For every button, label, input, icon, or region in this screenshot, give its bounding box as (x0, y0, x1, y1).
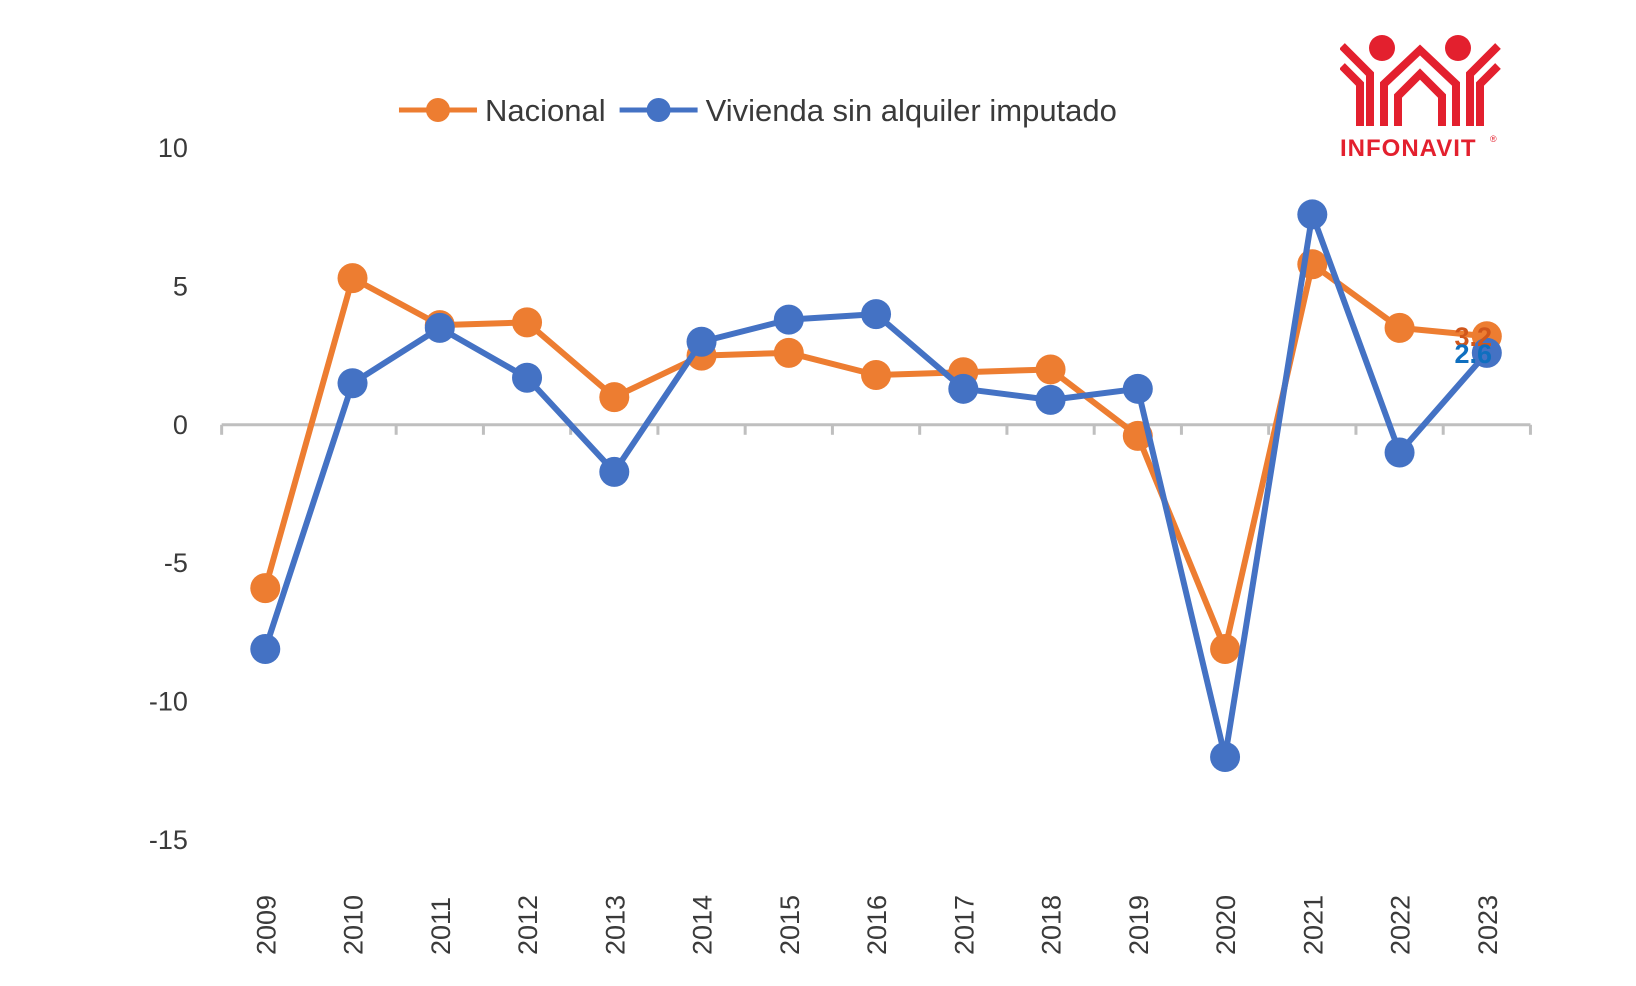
x-tick-label: 2023 (1473, 895, 1503, 955)
data-point (512, 307, 543, 338)
legend: Nacional Vivienda sin alquiler imputado (398, 93, 1117, 128)
data-point (250, 634, 281, 665)
data-point (1297, 199, 1328, 230)
y-tick-label: -15 (149, 825, 188, 855)
data-point (773, 304, 804, 335)
x-tick-label: 2012 (513, 895, 543, 955)
data-point (1210, 741, 1241, 772)
x-axis: 2009 2010 2011 2012 2013 2014 2015 2016 2017 2018… (220, 423, 1532, 955)
y-tick-label: -5 (164, 548, 188, 578)
end-value-label: 3.2 (1454, 322, 1492, 352)
x-tick-label: 2014 (688, 895, 718, 955)
data-point (773, 337, 804, 368)
x-tick-label: 2016 (862, 895, 892, 955)
y-tick-label: 10 (158, 133, 188, 163)
data-point (1122, 373, 1153, 404)
x-tick-label: 2015 (775, 895, 805, 955)
x-tick-label: 2022 (1386, 895, 1416, 955)
data-point (512, 362, 543, 393)
data-point (424, 312, 455, 343)
y-tick-label: -10 (149, 687, 188, 717)
x-tick-label: 2018 (1037, 895, 1067, 955)
data-point (599, 382, 630, 413)
y-tick-label: 0 (173, 410, 188, 440)
data-point (948, 373, 979, 404)
data-point (686, 326, 717, 357)
y-axis: 10 5 0 -5 -10 -15 (149, 133, 188, 855)
end-labels: 3.22.6 (1454, 322, 1492, 369)
logo-text: INFONAVIT (1340, 135, 1477, 162)
data-point (250, 573, 281, 604)
legend-marker-icon (646, 98, 671, 122)
infonavit-emblem-icon (1339, 35, 1501, 126)
data-point (1210, 634, 1241, 665)
x-tick-label: 2021 (1298, 895, 1328, 955)
legend-item: Nacional (398, 93, 606, 128)
infonavit-logo: INFONAVIT ® (1339, 34, 1505, 164)
data-point (861, 299, 892, 330)
x-tick-label: 2013 (600, 895, 630, 955)
legend-label: Nacional (485, 93, 606, 128)
legend-marker-icon (425, 98, 450, 122)
registered-mark: ® (1490, 134, 1497, 144)
data-point (1384, 437, 1415, 468)
data-point (1471, 337, 1502, 368)
data-point (337, 263, 368, 294)
x-tick-label: 2009 (251, 895, 281, 955)
data-point (599, 456, 630, 487)
x-tick-label: 2011 (426, 897, 456, 955)
data-point (1035, 384, 1066, 415)
x-tick-label: 2019 (1124, 895, 1154, 955)
legend-item: Vivienda sin alquiler imputado (619, 93, 1117, 128)
data-point (337, 368, 368, 399)
series-vivienda-sin-alquiler-imputado (250, 199, 1502, 772)
end-value-label: 2.6 (1454, 339, 1492, 369)
data-point (1384, 312, 1415, 343)
y-tick-label: 5 (173, 271, 188, 301)
x-tick-label: 2017 (949, 895, 979, 955)
x-tick-label: 2010 (339, 895, 369, 955)
data-point (1035, 354, 1066, 385)
x-tick-label: 2020 (1211, 895, 1241, 955)
series-layer (250, 199, 1502, 772)
data-point (861, 359, 892, 390)
legend-label: Vivienda sin alquiler imputado (706, 93, 1117, 128)
